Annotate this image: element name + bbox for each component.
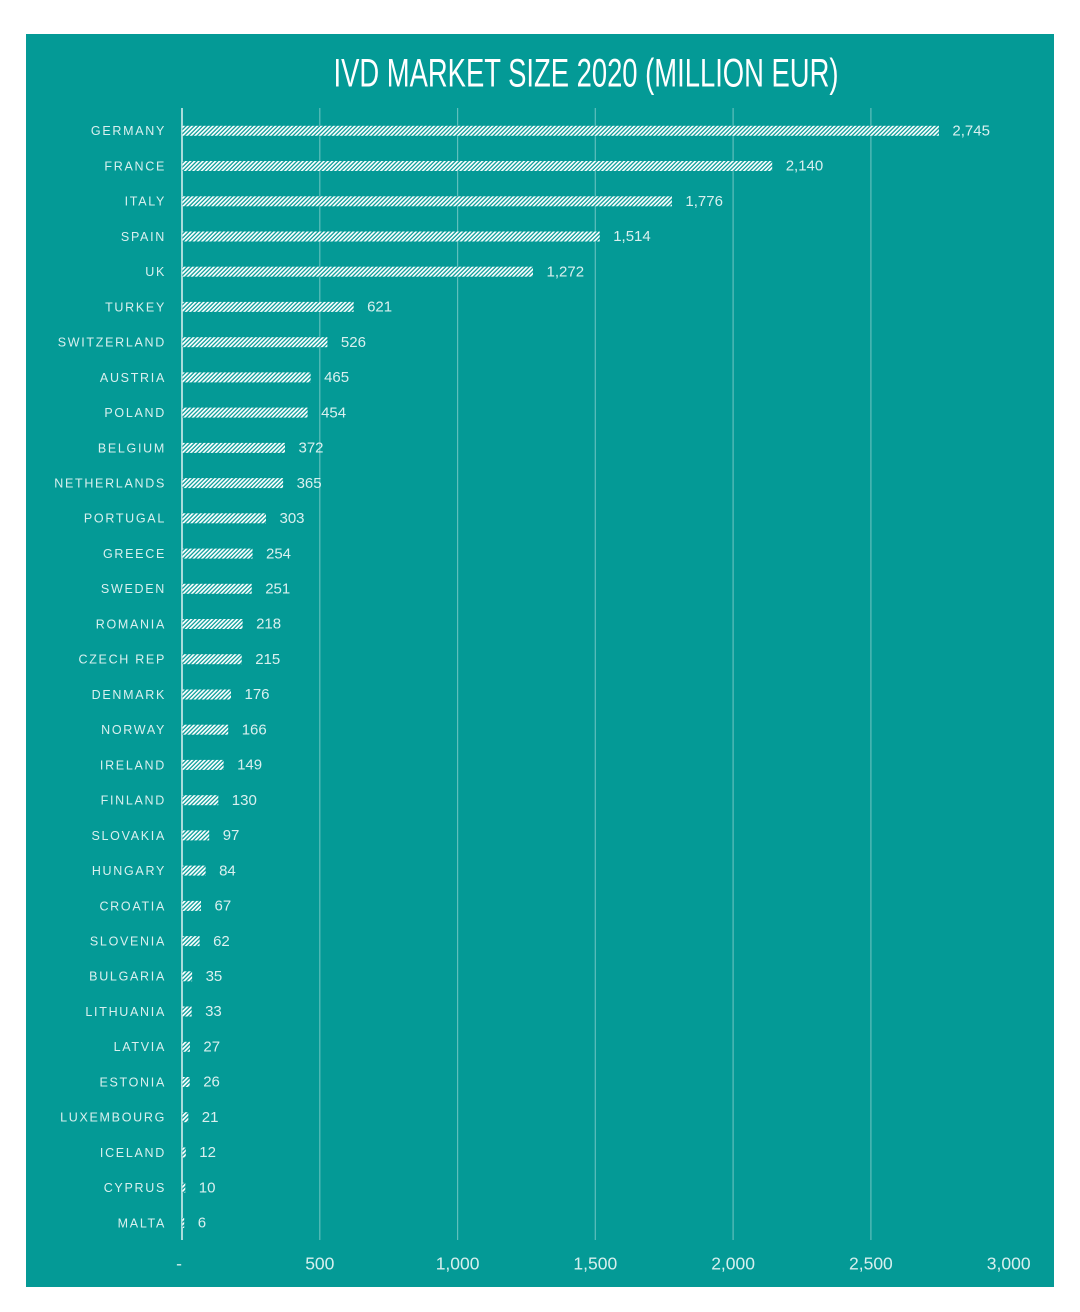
svg-text:-: -: [176, 1254, 182, 1274]
svg-text:500: 500: [305, 1254, 334, 1274]
svg-text:27: 27: [203, 1039, 220, 1056]
svg-text:PORTUGAL: PORTUGAL: [84, 512, 166, 526]
svg-text:ROMANIA: ROMANIA: [96, 617, 166, 631]
svg-text:AUSTRIA: AUSTRIA: [100, 371, 166, 385]
svg-text:10: 10: [199, 1179, 216, 1196]
svg-text:621: 621: [367, 299, 392, 316]
svg-text:FINLAND: FINLAND: [101, 794, 166, 808]
svg-text:MALTA: MALTA: [118, 1216, 166, 1230]
svg-text:TURKEY: TURKEY: [105, 300, 166, 314]
svg-text:21: 21: [202, 1109, 219, 1126]
svg-text:LATVIA: LATVIA: [114, 1040, 166, 1054]
svg-text:SLOVAKIA: SLOVAKIA: [91, 829, 166, 843]
svg-text:2,500: 2,500: [849, 1254, 893, 1274]
svg-text:POLAND: POLAND: [104, 406, 166, 420]
svg-text:33: 33: [205, 1003, 222, 1020]
svg-text:365: 365: [297, 475, 322, 492]
svg-text:6: 6: [198, 1215, 206, 1232]
svg-text:NETHERLANDS: NETHERLANDS: [54, 477, 166, 491]
svg-text:526: 526: [341, 334, 366, 351]
svg-text:303: 303: [280, 510, 305, 527]
svg-text:1,776: 1,776: [685, 193, 723, 210]
svg-text:1,500: 1,500: [573, 1254, 617, 1274]
svg-text:2,140: 2,140: [786, 158, 824, 175]
svg-text:BELGIUM: BELGIUM: [98, 441, 166, 455]
svg-text:CZECH REP: CZECH REP: [78, 653, 166, 667]
svg-text:SWEDEN: SWEDEN: [101, 582, 166, 596]
svg-text:2,000: 2,000: [711, 1254, 755, 1274]
svg-text:LITHUANIA: LITHUANIA: [85, 1005, 166, 1019]
svg-text:DENMARK: DENMARK: [92, 688, 166, 702]
svg-text:ESTONIA: ESTONIA: [99, 1075, 166, 1089]
svg-text:SPAIN: SPAIN: [121, 230, 166, 244]
svg-text:251: 251: [265, 581, 290, 598]
svg-text:26: 26: [203, 1074, 220, 1091]
svg-text:254: 254: [266, 545, 291, 562]
svg-text:218: 218: [256, 616, 281, 633]
svg-text:149: 149: [237, 757, 262, 774]
svg-text:ICELAND: ICELAND: [100, 1146, 166, 1160]
svg-text:130: 130: [232, 792, 257, 809]
svg-text:1,272: 1,272: [547, 263, 585, 280]
svg-text:CYPRUS: CYPRUS: [104, 1181, 166, 1195]
svg-text:215: 215: [255, 651, 280, 668]
svg-text:HUNGARY: HUNGARY: [92, 864, 166, 878]
svg-text:ITALY: ITALY: [125, 195, 166, 209]
svg-text:176: 176: [245, 686, 270, 703]
svg-text:35: 35: [206, 968, 223, 985]
svg-text:IVD MARKET SIZE 2020 (MILLION: IVD MARKET SIZE 2020 (MILLION EUR): [334, 52, 839, 96]
svg-text:GERMANY: GERMANY: [91, 124, 166, 138]
svg-text:IRELAND: IRELAND: [100, 758, 166, 772]
svg-text:BULGARIA: BULGARIA: [89, 970, 166, 984]
svg-text:SWITZERLAND: SWITZERLAND: [58, 336, 166, 350]
svg-text:372: 372: [299, 440, 324, 457]
svg-text:465: 465: [324, 369, 349, 386]
svg-text:1,514: 1,514: [613, 228, 651, 245]
svg-text:UK: UK: [145, 265, 166, 279]
svg-text:NORWAY: NORWAY: [101, 723, 166, 737]
svg-text:SLOVENIA: SLOVENIA: [90, 935, 166, 949]
svg-text:LUXEMBOURG: LUXEMBOURG: [60, 1111, 166, 1125]
svg-text:12: 12: [199, 1144, 216, 1161]
svg-text:3,000: 3,000: [987, 1254, 1031, 1274]
svg-text:97: 97: [223, 827, 240, 844]
svg-text:1,000: 1,000: [436, 1254, 480, 1274]
svg-text:67: 67: [215, 898, 232, 915]
svg-text:2,745: 2,745: [952, 123, 990, 140]
svg-text:62: 62: [213, 933, 230, 950]
svg-text:FRANCE: FRANCE: [104, 159, 166, 173]
svg-text:84: 84: [219, 862, 236, 879]
svg-text:454: 454: [321, 404, 346, 421]
svg-text:GREECE: GREECE: [103, 547, 166, 561]
svg-text:CROATIA: CROATIA: [99, 899, 166, 913]
svg-text:166: 166: [242, 721, 267, 738]
